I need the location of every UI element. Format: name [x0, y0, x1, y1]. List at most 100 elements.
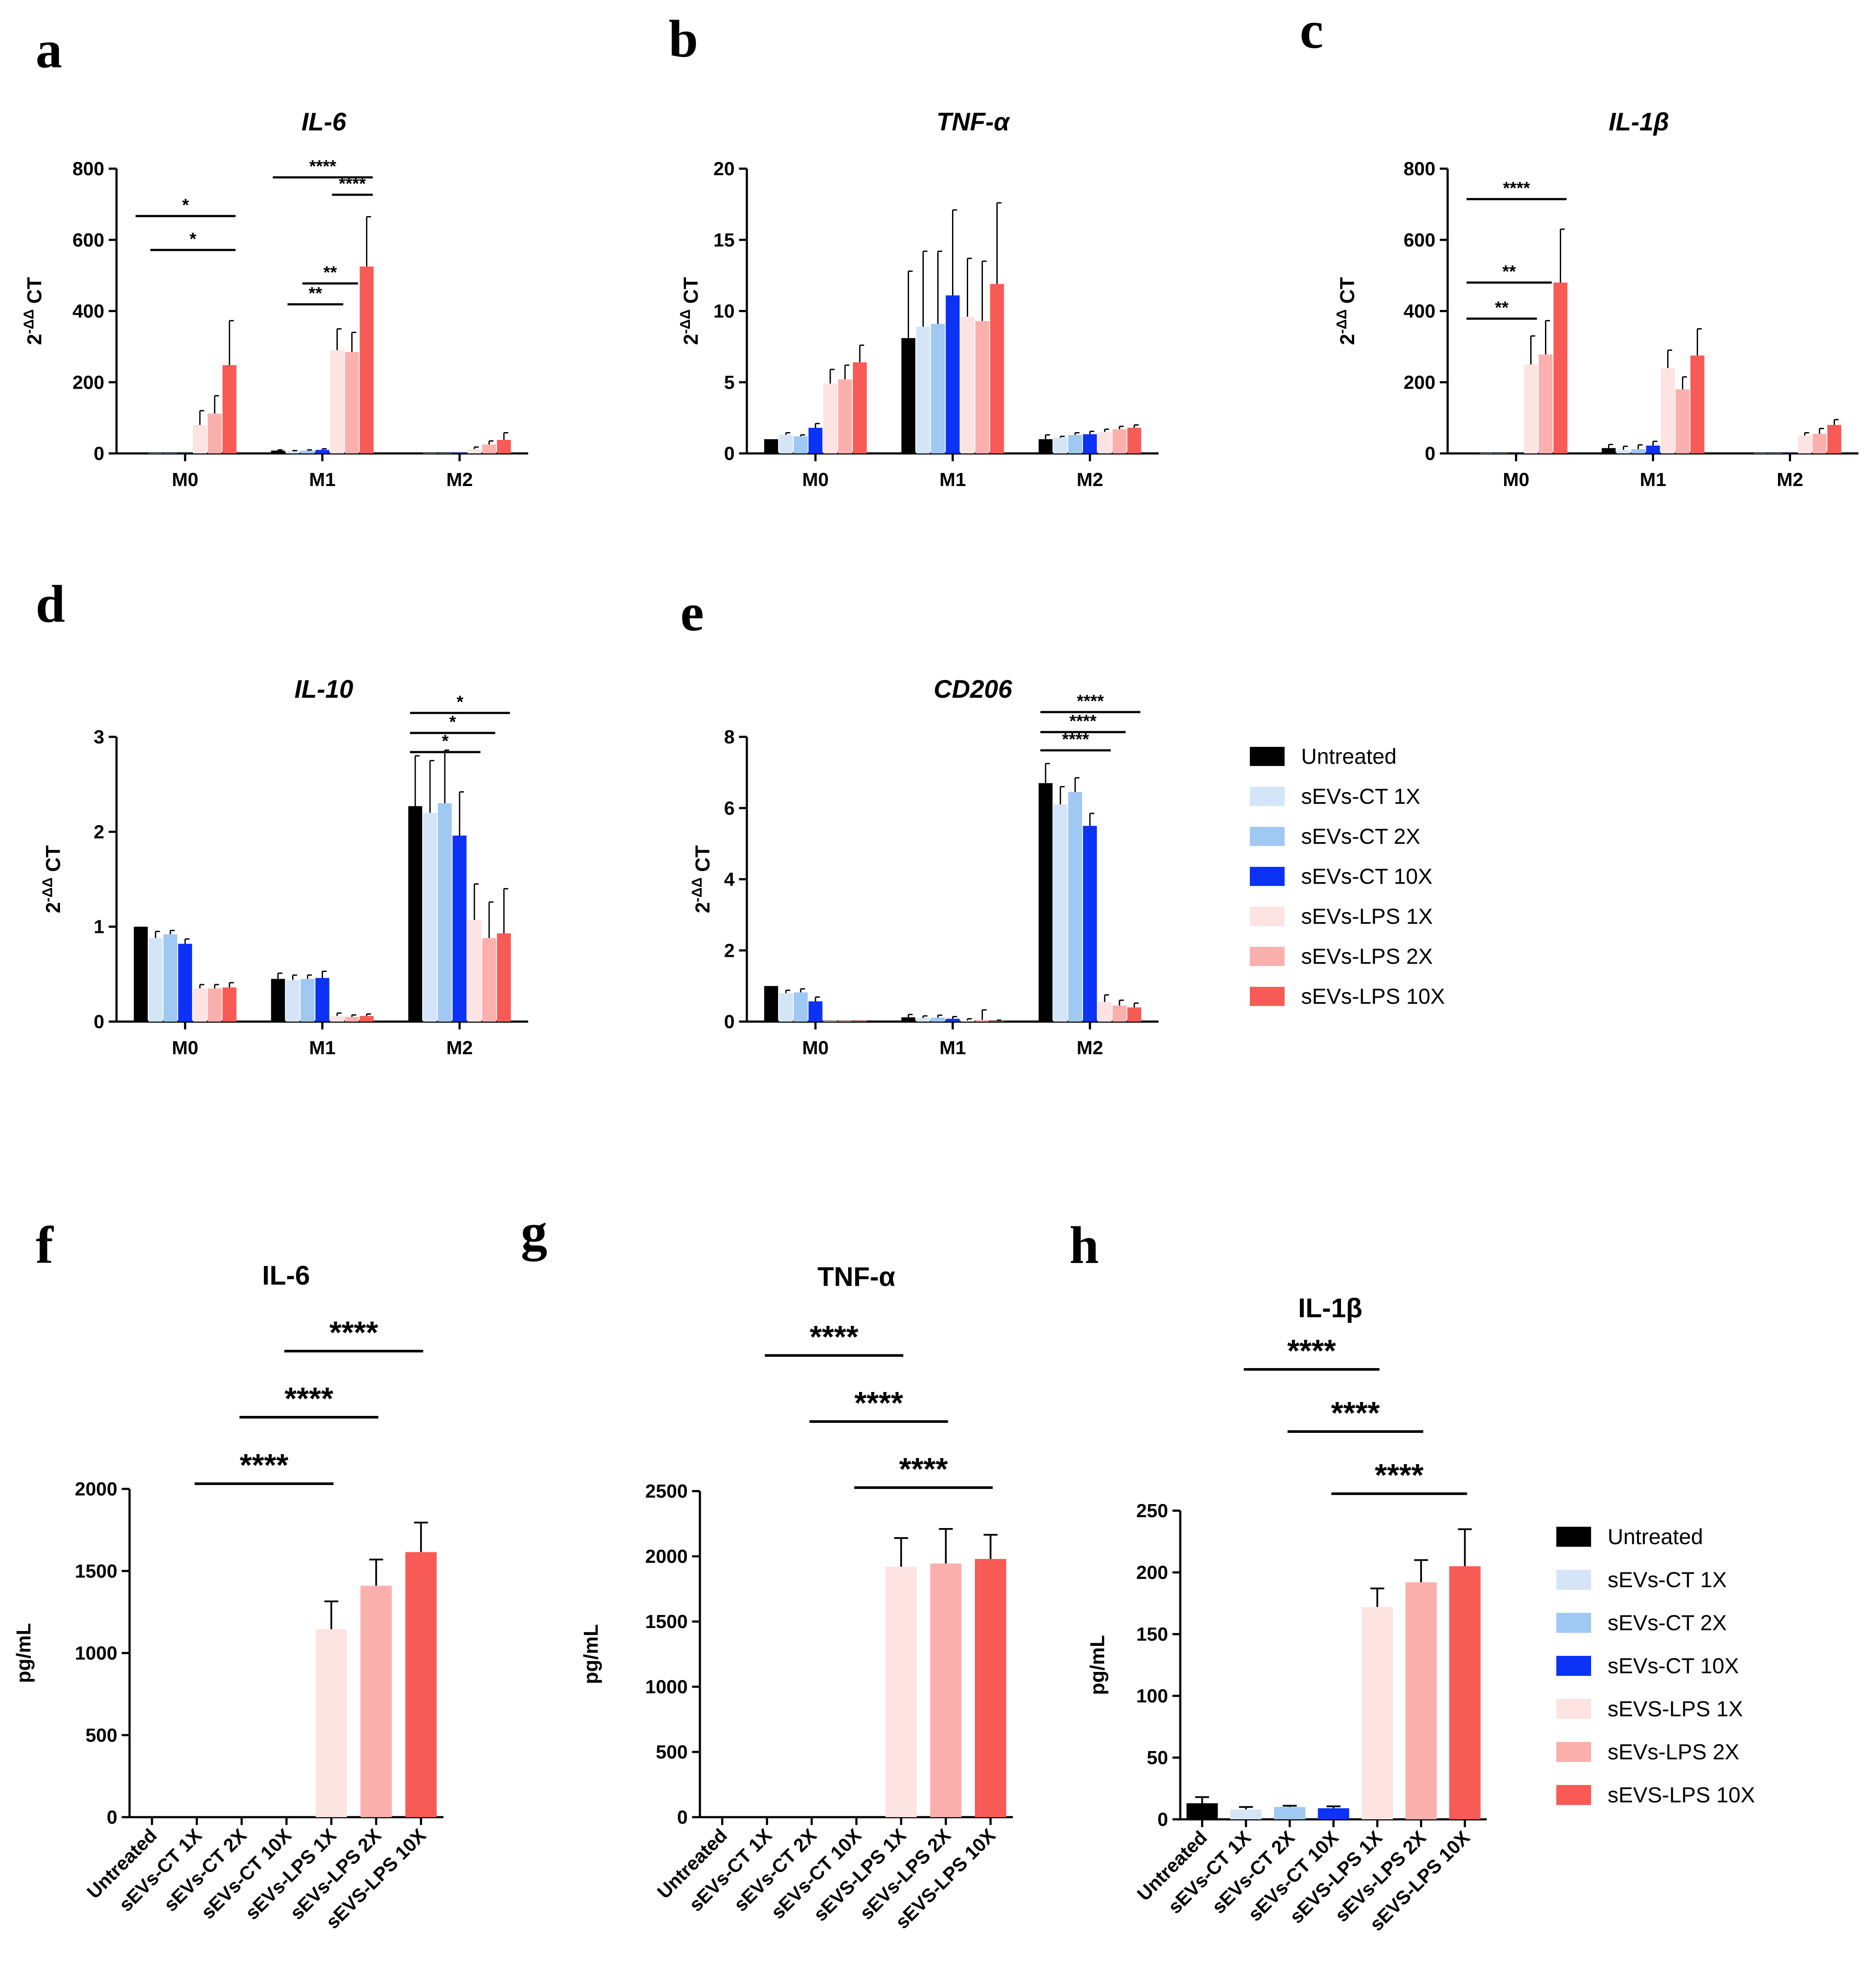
y-tick-label-c: 800	[1404, 158, 1435, 180]
sig-label-a: ****	[339, 174, 366, 193]
bar-d	[315, 978, 330, 1022]
y-axis-label-sup: -ΔΔ	[40, 877, 55, 902]
bar-g	[975, 1559, 1006, 1817]
bar-e	[960, 1020, 975, 1022]
bar-c	[1602, 448, 1616, 453]
y-tick-label-a: 200	[73, 372, 104, 393]
sig-label-a: ****	[309, 157, 336, 176]
y-tick-label-h: 0	[1158, 1809, 1168, 1830]
y-tick-label-g: 2000	[645, 1546, 688, 1567]
y-tick-label-b: 5	[724, 372, 735, 393]
legend-label: sEVs-CT 10X	[1301, 864, 1432, 889]
y-tick-label-c: 400	[1404, 301, 1435, 322]
bar-b	[808, 428, 822, 453]
chart-panel-g: TNF-α05001000150020002500pg/mLUntreateds…	[579, 1262, 1013, 1933]
bar-b	[946, 295, 960, 453]
bar-h	[1449, 1566, 1481, 1819]
bar-b	[1068, 435, 1082, 453]
chart-title-b: TNF-α	[936, 108, 1010, 136]
bar-e	[990, 1021, 1004, 1022]
x-tick-label-d: M2	[446, 1037, 473, 1059]
sig-label-a: **	[309, 284, 323, 303]
y-axis-label-sup: -ΔΔ	[1334, 309, 1349, 334]
chart-panel-h: IL-1β050100150200250pg/mLUntreatedsEVs-C…	[1086, 1293, 1487, 1935]
legend-swatch	[1250, 947, 1285, 966]
bar-a	[271, 450, 285, 453]
bar-h	[1362, 1607, 1393, 1819]
bar-h	[1230, 1809, 1262, 1819]
x-tick-label-c: M2	[1777, 469, 1803, 490]
bar-e	[764, 986, 778, 1022]
chart-panel-f: IL-60500100015002000pg/mLUntreatedsEVs-C…	[12, 1261, 443, 1933]
bar-d	[408, 806, 423, 1022]
bar-e	[975, 1019, 989, 1022]
chart-title-c: IL-1β	[1608, 108, 1669, 136]
bar-e	[1068, 792, 1082, 1022]
sig-label-a: *	[190, 230, 196, 249]
bar-h	[1274, 1807, 1305, 1819]
y-tick-label-c: 0	[1425, 443, 1435, 464]
legend-swatch	[1556, 1527, 1591, 1547]
bar-h	[1405, 1582, 1437, 1819]
legend-label: Untreated	[1301, 744, 1397, 769]
sig-label-a: *	[182, 196, 189, 215]
sig-label-d: *	[456, 693, 463, 712]
y-tick-label-b: 15	[713, 230, 735, 251]
y-tick-label-e: 4	[724, 869, 735, 890]
legend-bottom: Untreated sEVs-CT 1X sEVs-CT 2X sEVs-CT 10X…	[1556, 1525, 1755, 1807]
bar-d	[330, 1016, 344, 1022]
sig-label-c: **	[1502, 262, 1516, 281]
y-axis-label-base: 2	[42, 902, 64, 913]
bar-e	[793, 992, 808, 1022]
y-tick-label-d: 3	[94, 726, 104, 748]
bar-e	[852, 1021, 867, 1022]
bar-d	[453, 836, 467, 1022]
legend-label: sEVs-CT 2X	[1608, 1611, 1727, 1635]
y-axis-label-sup: -ΔΔ	[689, 877, 705, 902]
bar-f	[405, 1552, 437, 1817]
bar-c	[1675, 389, 1690, 453]
bar-d	[497, 933, 511, 1022]
chart-panel-b: TNF-α 0 5 10 15 20 2-ΔΔ CT M0 M1 M2	[677, 108, 1159, 490]
bar-e	[1039, 783, 1053, 1022]
panel-label-d: d	[36, 575, 65, 633]
y-axis-label-rest: CT	[42, 845, 64, 877]
bar-d	[300, 979, 315, 1022]
y-axis-label-h: pg/mL	[1086, 1635, 1109, 1695]
bar-g	[930, 1563, 962, 1817]
chart-title-a: IL-6	[301, 108, 346, 136]
bar-d	[271, 979, 285, 1022]
sig-label-h: ****	[1375, 1458, 1424, 1493]
bar-b	[1053, 437, 1068, 453]
y-axis-label-g: pg/mL	[579, 1624, 602, 1684]
x-tick-label-e: M2	[1077, 1037, 1103, 1059]
bar-b	[793, 436, 808, 453]
bar-c	[1798, 436, 1812, 453]
y-axis-label-base: 2	[679, 334, 702, 345]
y-tick-label-b: 10	[713, 301, 735, 322]
sig-label-e: ****	[1062, 730, 1089, 749]
sig-label-g: ****	[854, 1386, 903, 1421]
bar-d	[207, 988, 222, 1022]
x-tick-label-a: M0	[172, 469, 198, 490]
y-tick-label-c: 200	[1404, 372, 1435, 393]
legend-swatch	[1556, 1613, 1591, 1633]
sig-label-a: **	[323, 263, 337, 282]
legend-swatch	[1250, 867, 1285, 886]
y-axis-label-b: 2-ΔΔ CT	[677, 277, 702, 345]
panel-label-b: b	[669, 10, 698, 68]
y-axis-label-base: 2	[1336, 334, 1359, 345]
bar-d	[178, 943, 192, 1022]
legend-label: sEVs-LPS 2X	[1301, 944, 1433, 969]
bar-b	[1039, 439, 1053, 453]
bar-f	[316, 1629, 347, 1817]
y-tick-label-h: 150	[1136, 1624, 1168, 1645]
bar-b	[1083, 434, 1097, 453]
bar-e	[779, 993, 793, 1022]
y-tick-label-g: 2500	[645, 1481, 688, 1502]
